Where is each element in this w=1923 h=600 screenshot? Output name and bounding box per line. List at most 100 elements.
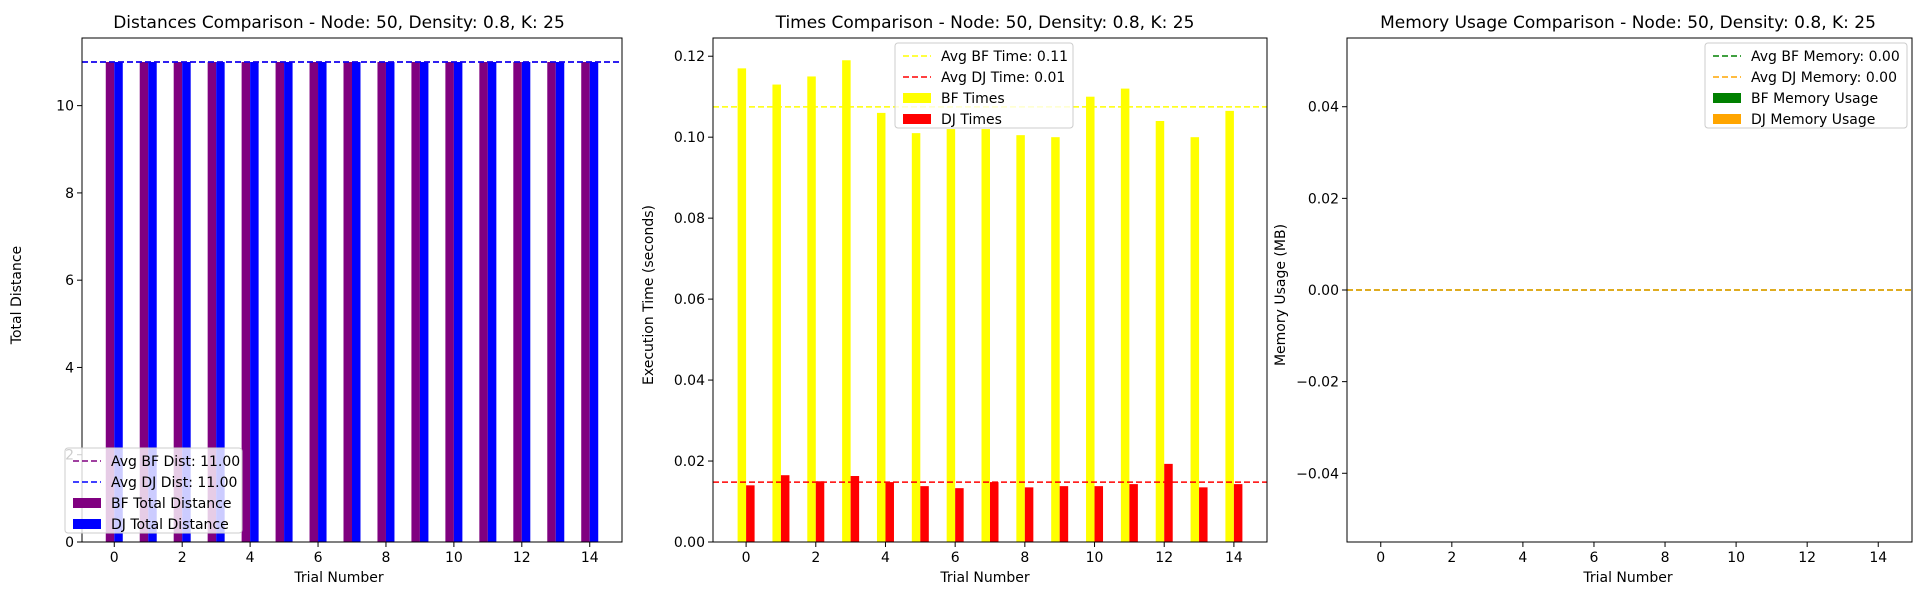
y-tick-label: 0.00 bbox=[1308, 283, 1339, 299]
bar bbox=[772, 84, 781, 543]
plot-frame bbox=[712, 37, 1268, 543]
x-axis-label: Trial Number bbox=[1582, 570, 1673, 586]
bar bbox=[385, 62, 395, 542]
bar bbox=[173, 62, 183, 542]
y-tick-label: −0.02 bbox=[1296, 375, 1339, 391]
bar bbox=[284, 62, 293, 542]
bar bbox=[555, 62, 565, 542]
bar bbox=[1233, 484, 1243, 542]
legend-label-avg-dj: Avg DJ Dist: 11.00 bbox=[111, 475, 237, 491]
bar bbox=[589, 62, 599, 542]
legend-box bbox=[64, 447, 243, 534]
bars bbox=[737, 60, 1243, 543]
bar bbox=[1051, 137, 1060, 542]
bar bbox=[411, 62, 420, 542]
bar bbox=[1129, 484, 1138, 542]
x-axis: 0 2 4 6 8 10 12 14 bbox=[110, 542, 599, 566]
bar bbox=[487, 62, 497, 542]
bar bbox=[479, 62, 488, 542]
y-tick-label: 0.04 bbox=[674, 373, 705, 389]
bar bbox=[1199, 487, 1208, 542]
bar bbox=[842, 60, 851, 542]
bar bbox=[1120, 88, 1130, 542]
legend-label-avg-bf: Avg BF Memory: 0.00 bbox=[1751, 49, 1900, 65]
bar bbox=[521, 62, 531, 542]
y-axis: −0.04 −0.02 0.00 0.02 0.04 bbox=[1296, 100, 1347, 482]
y-tick-label: 0.02 bbox=[1308, 191, 1339, 207]
x-tick-label: 6 bbox=[951, 550, 960, 566]
x-tick-label: 6 bbox=[1590, 550, 1599, 566]
y-axis-label: Total Distance bbox=[9, 246, 25, 345]
bar bbox=[1059, 486, 1069, 542]
y-tick-label: 0.02 bbox=[674, 454, 705, 470]
bar bbox=[1164, 463, 1173, 542]
x-tick-label: 12 bbox=[513, 550, 531, 566]
bar bbox=[911, 133, 921, 543]
bar bbox=[1190, 137, 1200, 542]
x-tick-label: 8 bbox=[1661, 550, 1670, 566]
legend: Avg BF Memory: 0.00 Avg DJ Memory: 0.00 … bbox=[1704, 42, 1908, 129]
y-tick-label: 0.00 bbox=[674, 535, 705, 551]
bar bbox=[114, 62, 123, 542]
x-tick-label: 14 bbox=[1225, 550, 1243, 566]
bar bbox=[216, 62, 225, 542]
x-tick-label: 10 bbox=[1727, 550, 1745, 566]
bar bbox=[318, 62, 327, 542]
bar bbox=[275, 62, 285, 542]
bar bbox=[343, 62, 352, 542]
bar bbox=[807, 76, 816, 543]
bar bbox=[445, 62, 454, 542]
legend-label-avg-bf: Avg BF Dist: 11.00 bbox=[111, 454, 240, 470]
y-tick-label: 0.04 bbox=[1308, 100, 1339, 116]
legend-swatch-bf bbox=[73, 498, 101, 508]
bar bbox=[1086, 96, 1095, 542]
y-tick-label: 0.06 bbox=[674, 292, 705, 308]
memory-panel: Memory Usage Comparison - Node: 50, Dens… bbox=[1273, 13, 1913, 586]
chart-title: Memory Usage Comparison - Node: 50, Dens… bbox=[1380, 13, 1876, 33]
y-tick-label: 0.12 bbox=[674, 49, 705, 65]
bar bbox=[182, 62, 191, 542]
times-panel: Times Comparison - Node: 50, Density: 0.… bbox=[641, 13, 1268, 586]
x-tick-label: 4 bbox=[246, 550, 255, 566]
bar bbox=[920, 486, 929, 542]
x-tick-label: 14 bbox=[1869, 550, 1887, 566]
bar bbox=[105, 62, 115, 542]
bar bbox=[513, 62, 522, 542]
x-tick-label: 10 bbox=[445, 550, 463, 566]
legend-label-avg-dj: Avg DJ Time: 0.01 bbox=[941, 70, 1065, 86]
legend-label-dj: DJ Memory Usage bbox=[1751, 112, 1875, 128]
x-tick-label: 4 bbox=[1518, 550, 1527, 566]
x-tick-label: 2 bbox=[811, 550, 820, 566]
y-tick-label: −0.04 bbox=[1296, 466, 1339, 482]
bar bbox=[250, 62, 259, 542]
bar bbox=[737, 68, 747, 542]
bar bbox=[780, 475, 790, 542]
x-tick-label: 0 bbox=[1376, 550, 1385, 566]
bar bbox=[139, 62, 149, 542]
x-tick-label: 2 bbox=[1447, 550, 1456, 566]
y-tick-label: 0 bbox=[65, 535, 74, 551]
x-tick-label: 14 bbox=[581, 550, 599, 566]
bars bbox=[105, 62, 599, 542]
y-tick-label: 6 bbox=[65, 273, 74, 289]
x-axis-label: Trial Number bbox=[939, 570, 1030, 586]
x-tick-label: 6 bbox=[314, 550, 323, 566]
bar bbox=[815, 481, 825, 542]
chart-title: Times Comparison - Node: 50, Density: 0.… bbox=[775, 13, 1195, 33]
bar bbox=[746, 485, 755, 542]
legend-swatch-dj bbox=[73, 519, 101, 529]
x-axis-label: Trial Number bbox=[293, 570, 384, 586]
x-tick-label: 4 bbox=[881, 550, 890, 566]
bar bbox=[955, 488, 964, 542]
bar bbox=[1094, 486, 1104, 542]
bar bbox=[990, 482, 999, 542]
y-axis-label: Memory Usage (MB) bbox=[1273, 224, 1289, 366]
legend-label-bf: BF Times bbox=[941, 91, 1005, 107]
x-axis: 0 2 4 6 8 10 12 14 bbox=[1376, 542, 1887, 566]
y-axis-label: Execution Time (seconds) bbox=[641, 205, 657, 385]
y-axis: 0.00 0.02 0.04 0.06 0.08 0.10 0.12 bbox=[674, 49, 713, 551]
y-tick-label: 0.10 bbox=[674, 130, 705, 146]
legend-swatch-dj bbox=[1713, 114, 1741, 124]
